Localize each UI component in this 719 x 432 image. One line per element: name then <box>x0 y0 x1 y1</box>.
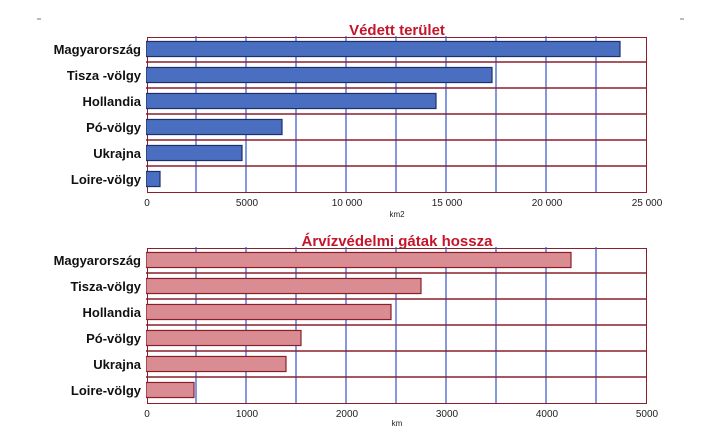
category-label: Hollandia <box>82 305 141 320</box>
plot-area <box>146 247 647 404</box>
category-label: Pó-völgy <box>86 331 141 346</box>
category-label: Tisza-völgy <box>70 279 141 294</box>
corner-mark <box>680 18 684 20</box>
x-tick-label: 0 <box>144 409 150 420</box>
bar <box>146 119 284 136</box>
bar <box>146 330 303 347</box>
x-tick-label: 2000 <box>335 409 359 420</box>
category-label: Ukrajna <box>93 146 141 161</box>
bar <box>146 356 288 373</box>
category-label: Ukrajna <box>93 357 141 372</box>
bar <box>146 93 438 110</box>
bar <box>146 41 622 58</box>
bar <box>146 67 494 84</box>
bars-svg <box>146 247 647 404</box>
x-tick-label: 5000 <box>235 198 259 209</box>
category-label: Pó-völgy <box>86 120 141 135</box>
corner-mark <box>37 18 41 20</box>
category-label: Loire-völgy <box>70 172 141 187</box>
x-tick-label: 15 000 <box>431 198 463 209</box>
bar <box>146 171 162 188</box>
x-tick-label: 5000 <box>635 409 659 420</box>
bar <box>146 304 393 321</box>
category-label: Loire-völgy <box>70 383 141 398</box>
category-label: Magyarország <box>53 253 141 268</box>
x-axis-label: km <box>391 419 403 428</box>
bars-svg <box>146 36 647 193</box>
category-label: Hollandia <box>82 94 141 109</box>
bar <box>146 145 244 162</box>
category-label: Tisza -völgy <box>66 68 141 83</box>
x-tick-label: 20 000 <box>531 198 563 209</box>
x-tick-label: 3000 <box>435 409 459 420</box>
plot-area <box>146 36 647 193</box>
x-tick-label: 4000 <box>535 409 559 420</box>
chart-title: Védett terület <box>349 22 445 39</box>
x-tick-label: 10 000 <box>331 198 363 209</box>
bar <box>146 252 573 269</box>
bar <box>146 278 423 295</box>
x-tick-label: 0 <box>144 198 150 209</box>
category-label: Magyarország <box>53 42 141 57</box>
x-tick-label: 25 000 <box>631 198 663 209</box>
x-tick-label: 1000 <box>235 409 259 420</box>
chart-title: Árvízvédelmi gátak hossza <box>301 233 493 250</box>
x-axis-label: km2 <box>389 210 405 219</box>
bar <box>146 382 196 399</box>
